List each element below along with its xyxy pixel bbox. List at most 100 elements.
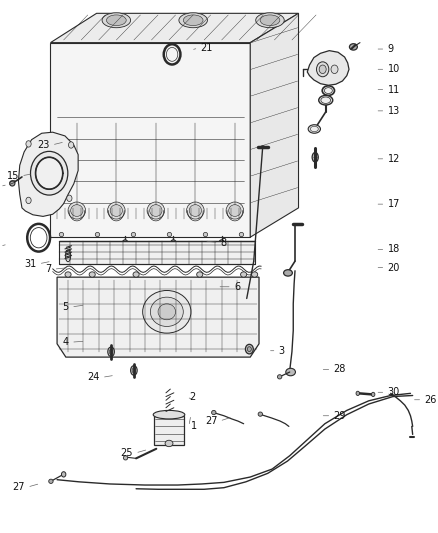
Ellipse shape [95,232,99,237]
Ellipse shape [251,272,257,277]
Ellipse shape [196,272,202,277]
Ellipse shape [330,65,337,74]
Ellipse shape [170,240,176,245]
Polygon shape [307,51,348,85]
Text: 5: 5 [63,302,69,312]
Text: 15: 15 [7,171,19,181]
Ellipse shape [133,272,139,277]
Text: 6: 6 [233,282,240,292]
Ellipse shape [311,152,318,162]
Ellipse shape [122,240,127,245]
Ellipse shape [131,366,137,375]
Ellipse shape [310,126,318,132]
Text: 30: 30 [387,387,399,397]
Ellipse shape [142,290,191,333]
Ellipse shape [108,347,114,357]
Ellipse shape [10,181,15,186]
Ellipse shape [258,412,262,416]
Ellipse shape [59,232,64,237]
Polygon shape [57,277,258,357]
Text: 25: 25 [120,448,133,458]
Ellipse shape [68,142,74,148]
Text: 21: 21 [200,43,212,53]
Ellipse shape [30,151,67,195]
Ellipse shape [49,479,53,483]
Polygon shape [50,13,298,43]
Ellipse shape [123,456,127,460]
Ellipse shape [260,146,265,149]
Ellipse shape [318,95,332,105]
Text: 17: 17 [387,199,399,209]
Ellipse shape [247,346,251,352]
Ellipse shape [110,205,122,216]
Polygon shape [59,241,254,264]
Ellipse shape [259,15,279,26]
Ellipse shape [219,240,224,245]
Ellipse shape [371,392,374,397]
Ellipse shape [89,272,95,277]
Ellipse shape [107,202,125,219]
Ellipse shape [277,375,281,379]
Polygon shape [50,43,250,237]
Ellipse shape [149,205,162,216]
Text: 26: 26 [424,395,436,405]
Ellipse shape [211,410,215,415]
Ellipse shape [68,202,85,219]
Ellipse shape [131,232,135,237]
Ellipse shape [318,65,325,74]
Ellipse shape [189,205,201,216]
Text: 28: 28 [333,365,345,374]
Ellipse shape [165,440,173,447]
Ellipse shape [203,232,207,237]
Ellipse shape [255,13,284,28]
Text: 20: 20 [387,263,399,272]
Ellipse shape [283,270,292,276]
Text: 12: 12 [387,154,399,164]
Polygon shape [250,13,298,237]
Ellipse shape [65,272,71,277]
Ellipse shape [320,97,330,103]
Ellipse shape [321,86,334,95]
Bar [153,416,184,445]
Text: 27: 27 [205,416,217,426]
Ellipse shape [158,304,175,320]
Ellipse shape [186,202,204,219]
Ellipse shape [26,141,31,147]
Text: 24: 24 [87,373,99,382]
Text: 11: 11 [387,85,399,94]
Ellipse shape [245,344,253,354]
Text: 3: 3 [278,346,284,356]
Text: 23: 23 [37,140,49,150]
Text: 13: 13 [387,106,399,116]
Ellipse shape [226,202,243,219]
Text: 8: 8 [220,238,226,247]
Ellipse shape [109,349,113,354]
Text: 4: 4 [63,337,69,347]
Ellipse shape [316,62,328,77]
Ellipse shape [179,13,207,28]
Text: 31: 31 [24,259,36,269]
Ellipse shape [239,232,243,237]
Text: 18: 18 [387,245,399,254]
Text: 27: 27 [13,482,25,492]
Ellipse shape [153,410,184,419]
Ellipse shape [349,44,357,50]
Ellipse shape [355,391,359,395]
Ellipse shape [285,368,295,376]
Ellipse shape [147,202,164,219]
Ellipse shape [167,232,171,237]
Ellipse shape [106,15,126,26]
Ellipse shape [132,368,135,373]
Ellipse shape [71,205,83,216]
Ellipse shape [150,297,183,326]
Text: 9: 9 [387,44,393,54]
Polygon shape [18,132,78,216]
Text: 29: 29 [333,411,345,421]
Ellipse shape [307,125,320,133]
Ellipse shape [183,15,202,26]
Ellipse shape [102,13,131,28]
Text: 1: 1 [191,422,197,431]
Ellipse shape [240,272,246,277]
Ellipse shape [324,87,332,94]
Ellipse shape [35,157,63,189]
